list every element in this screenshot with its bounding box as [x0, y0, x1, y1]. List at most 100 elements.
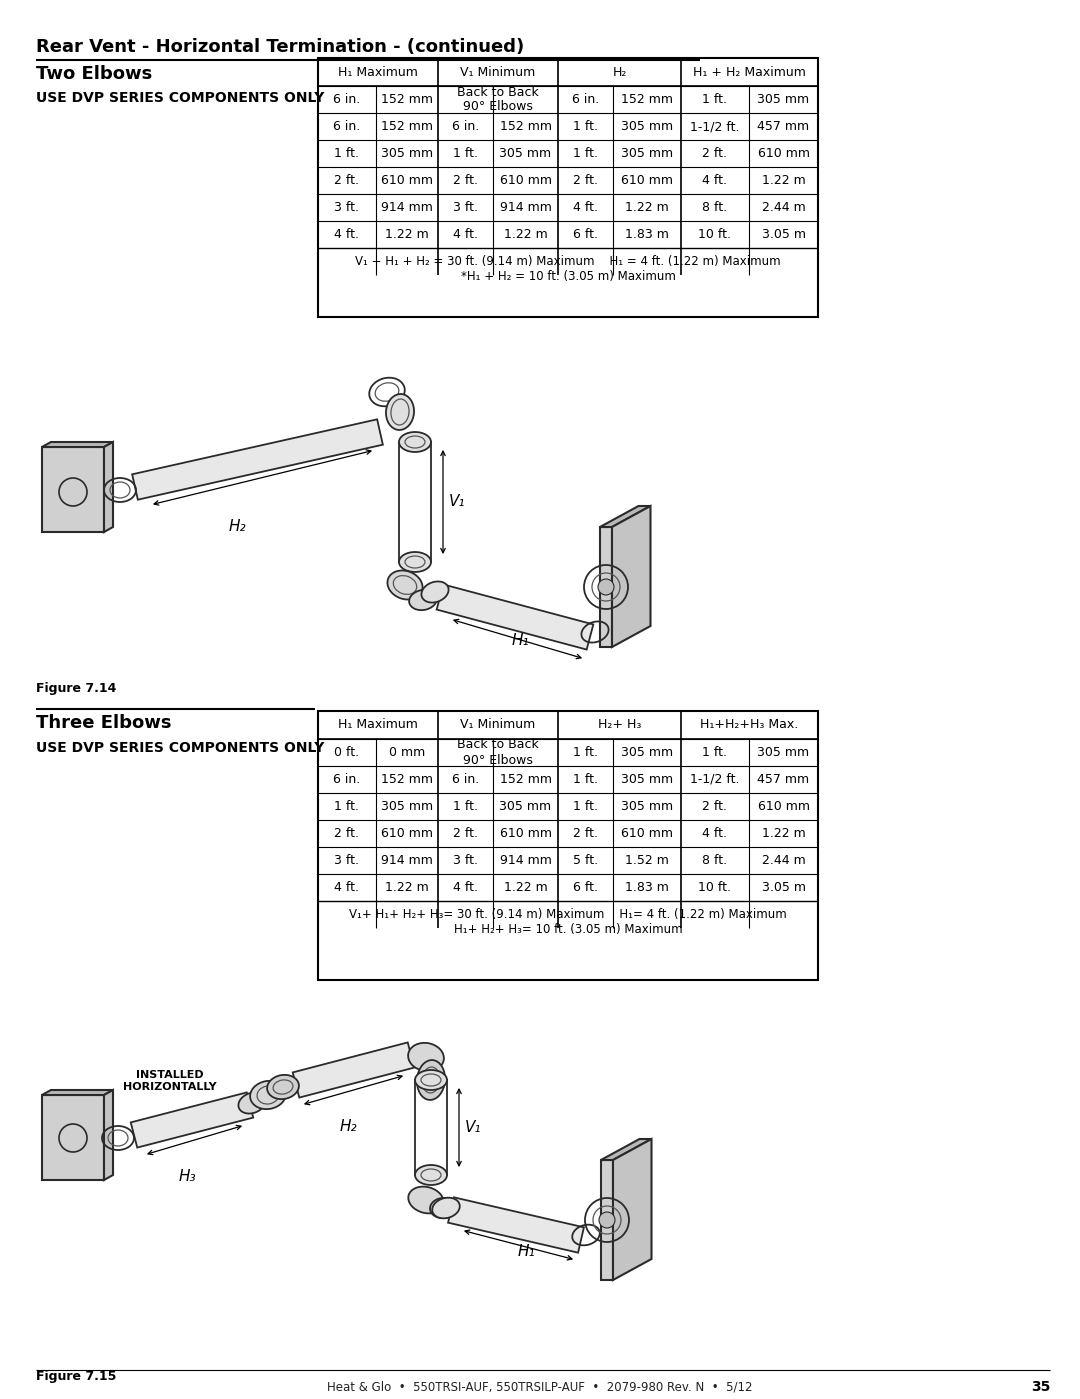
Text: 6 in.: 6 in.: [334, 120, 361, 133]
Text: 1 ft.: 1 ft.: [573, 746, 598, 760]
Text: 610 mm: 610 mm: [499, 173, 552, 187]
Text: 10 ft.: 10 ft.: [699, 228, 731, 241]
Polygon shape: [293, 1042, 415, 1098]
Text: 6 in.: 6 in.: [334, 92, 361, 106]
Text: 3 ft.: 3 ft.: [453, 853, 478, 867]
Ellipse shape: [399, 553, 431, 572]
Polygon shape: [436, 585, 593, 649]
Text: H₁ Maximum: H₁ Maximum: [338, 719, 418, 732]
Text: 914 mm: 914 mm: [500, 853, 552, 867]
Text: V₁+ H₁+ H₂+ H₃= 30 ft. (9.14 m) Maximum    H₁= 4 ft. (1.22 m) Maximum: V₁+ H₁+ H₂+ H₃= 30 ft. (9.14 m) Maximum …: [349, 908, 787, 921]
Text: 610 mm: 610 mm: [757, 800, 810, 813]
Text: 457 mm: 457 mm: [757, 774, 810, 786]
Polygon shape: [42, 442, 113, 448]
Text: 305 mm: 305 mm: [757, 746, 810, 760]
Text: H₁: H₁: [517, 1244, 535, 1259]
Text: 1.22 m: 1.22 m: [503, 881, 548, 894]
Text: 2 ft.: 2 ft.: [702, 800, 728, 813]
Bar: [318, 57, 818, 318]
Ellipse shape: [598, 579, 615, 595]
Text: 2 ft.: 2 ft.: [335, 173, 360, 187]
Text: 1 ft.: 1 ft.: [573, 800, 598, 813]
Text: 3 ft.: 3 ft.: [335, 853, 360, 867]
Polygon shape: [104, 442, 113, 532]
Text: 1 ft.: 1 ft.: [335, 800, 360, 813]
Polygon shape: [600, 1139, 651, 1160]
Text: 305 mm: 305 mm: [381, 147, 433, 159]
Text: 2 ft.: 2 ft.: [702, 147, 728, 159]
Text: 6 in.: 6 in.: [451, 774, 480, 786]
Text: V₁ + H₁ + H₂ = 30 ft. (9.14 m) Maximum    H₁ = 4 ft. (1.22 m) Maximum: V₁ + H₁ + H₂ = 30 ft. (9.14 m) Maximum H…: [355, 255, 781, 269]
Text: 1.22 m: 1.22 m: [761, 173, 806, 187]
Text: 305 mm: 305 mm: [621, 746, 673, 760]
Text: 610 mm: 610 mm: [621, 827, 673, 839]
Text: 2 ft.: 2 ft.: [453, 173, 478, 187]
Text: 2 ft.: 2 ft.: [453, 827, 478, 839]
Ellipse shape: [415, 1165, 447, 1185]
Text: 4 ft.: 4 ft.: [702, 827, 728, 839]
Text: 4 ft.: 4 ft.: [453, 228, 478, 241]
Ellipse shape: [430, 1198, 456, 1219]
Text: 6 ft.: 6 ft.: [573, 881, 598, 894]
Polygon shape: [600, 527, 612, 646]
Text: 457 mm: 457 mm: [757, 120, 810, 133]
Text: 0 ft.: 0 ft.: [335, 746, 360, 760]
Polygon shape: [613, 1139, 651, 1280]
Polygon shape: [600, 506, 650, 527]
Text: V₁: V₁: [465, 1121, 482, 1135]
Text: 1 ft.: 1 ft.: [573, 147, 598, 159]
Ellipse shape: [432, 1198, 460, 1219]
Text: 152 mm: 152 mm: [621, 92, 673, 106]
Text: 610 mm: 610 mm: [381, 173, 433, 187]
Text: 5 ft.: 5 ft.: [572, 853, 598, 867]
Text: 305 mm: 305 mm: [381, 800, 433, 813]
Ellipse shape: [267, 1074, 299, 1100]
Text: 1 ft.: 1 ft.: [335, 147, 360, 159]
Ellipse shape: [386, 395, 414, 429]
Text: 1 ft.: 1 ft.: [453, 147, 478, 159]
Polygon shape: [131, 1093, 253, 1147]
Ellipse shape: [409, 590, 437, 610]
Text: 4 ft.: 4 ft.: [702, 173, 728, 187]
Text: V₁: V₁: [449, 494, 465, 509]
Text: 2.44 m: 2.44 m: [761, 201, 806, 214]
Text: 1.22 m: 1.22 m: [386, 881, 429, 894]
Text: 8 ft.: 8 ft.: [702, 853, 728, 867]
Text: 1.22 m: 1.22 m: [761, 827, 806, 839]
Text: H₁+ H₂+ H₃= 10 ft. (3.05 m) Maximum: H₁+ H₂+ H₃= 10 ft. (3.05 m) Maximum: [454, 923, 683, 936]
Text: 305 mm: 305 mm: [621, 800, 673, 813]
Text: Figure 7.14: Figure 7.14: [36, 681, 117, 695]
Text: 1 ft.: 1 ft.: [453, 800, 478, 813]
Text: 914 mm: 914 mm: [381, 853, 433, 867]
Polygon shape: [42, 448, 104, 532]
Text: 2.44 m: 2.44 m: [761, 853, 806, 867]
Ellipse shape: [399, 432, 431, 452]
Polygon shape: [612, 506, 650, 646]
Text: 3 ft.: 3 ft.: [335, 201, 360, 214]
Text: 305 mm: 305 mm: [621, 147, 673, 159]
Text: 3.05 m: 3.05 m: [761, 228, 806, 241]
Text: 610 mm: 610 mm: [381, 827, 433, 839]
Ellipse shape: [251, 1081, 286, 1109]
Text: 6 in.: 6 in.: [334, 774, 361, 786]
Text: H₂: H₂: [229, 519, 246, 534]
Polygon shape: [42, 1090, 113, 1095]
Polygon shape: [104, 1090, 113, 1179]
Text: 152 mm: 152 mm: [381, 92, 433, 106]
Text: H₂: H₂: [340, 1119, 357, 1135]
Text: 1-1/2 ft.: 1-1/2 ft.: [690, 120, 740, 133]
Text: 1.22 m: 1.22 m: [386, 228, 429, 241]
Text: Back to Back
90° Elbows: Back to Back 90° Elbows: [457, 739, 539, 767]
Text: H₁+H₂+H₃ Max.: H₁+H₂+H₃ Max.: [700, 719, 798, 732]
Ellipse shape: [408, 1186, 444, 1213]
Polygon shape: [448, 1198, 584, 1252]
Text: V₁ Minimum: V₁ Minimum: [460, 66, 536, 78]
Text: Rear Vent - Horizontal Termination - (continued): Rear Vent - Horizontal Termination - (co…: [36, 38, 524, 56]
Text: Two Elbows: Two Elbows: [36, 64, 152, 83]
Text: 305 mm: 305 mm: [499, 147, 552, 159]
Text: *H₁ + H₂ = 10 ft. (3.05 m) Maximum: *H₁ + H₂ = 10 ft. (3.05 m) Maximum: [460, 270, 675, 283]
Text: 6 ft.: 6 ft.: [573, 228, 598, 241]
Ellipse shape: [415, 1070, 447, 1090]
Text: 914 mm: 914 mm: [381, 201, 433, 214]
Ellipse shape: [239, 1093, 266, 1114]
